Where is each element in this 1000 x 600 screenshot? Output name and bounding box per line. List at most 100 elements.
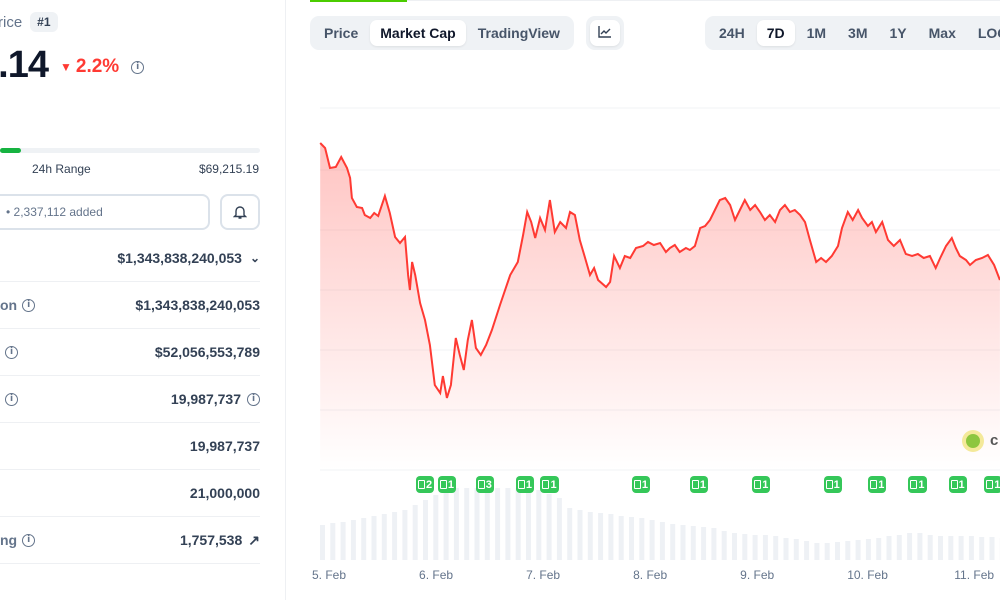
line-chart-button[interactable] <box>590 20 620 46</box>
news-icon <box>754 480 762 489</box>
24h-range-bar <box>0 148 260 153</box>
range-fill <box>0 148 21 153</box>
info-icon[interactable]: i <box>5 392 18 406</box>
news-count: 1 <box>918 478 925 491</box>
coingecko-logo-icon <box>962 430 984 452</box>
volume-bar <box>402 510 408 560</box>
volume-bar <box>577 510 583 560</box>
x-tick-label: 7. Feb <box>526 568 561 582</box>
stat-value: $1,343,838,240,053 <box>135 297 260 313</box>
info-icon[interactable]: i <box>5 345 18 359</box>
x-tick-label: 11. Feb <box>954 568 995 582</box>
info-icon[interactable]: i <box>22 533 36 547</box>
range-1y[interactable]: 1Y <box>889 25 907 41</box>
add-to-portfolio-button[interactable]: • 2,337,112 added <box>0 194 210 230</box>
stat-value: 19,987,737 <box>190 438 260 454</box>
price-alert-button[interactable] <box>220 194 260 230</box>
news-icon <box>691 480 699 489</box>
news-marker[interactable]: 1 <box>689 476 708 493</box>
news-icon <box>542 480 550 489</box>
portfolio-count: 2,337,112 added <box>13 205 103 219</box>
active-tab-indicator <box>310 0 407 2</box>
news-marker[interactable]: 1 <box>948 476 967 493</box>
market-cap-chart[interactable] <box>290 0 1000 600</box>
stat-row: 21,000,000 <box>0 470 260 517</box>
news-marker[interactable]: 1 <box>984 476 1000 493</box>
news-marker[interactable]: 1 <box>515 476 535 493</box>
volume-bar <box>453 488 459 560</box>
news-icon <box>418 480 426 489</box>
stat-label: i <box>0 345 18 359</box>
news-marker[interactable]: 1 <box>908 476 927 493</box>
news-icon <box>986 480 994 489</box>
stat-row: ng i 1,757,538 ↗ <box>0 517 260 564</box>
stat-label: i <box>0 392 18 406</box>
volume-bar <box>639 518 645 560</box>
volume-bar <box>958 536 964 560</box>
news-marker[interactable]: 1 <box>868 476 887 493</box>
news-count: 1 <box>699 478 706 491</box>
external-link-icon[interactable]: ↗ <box>248 531 260 548</box>
volume-bar <box>484 488 490 560</box>
volume-bar <box>711 528 717 560</box>
news-count: 1 <box>878 478 885 491</box>
news-icon <box>825 480 833 489</box>
news-icon <box>439 480 447 489</box>
news-count: 1 <box>994 478 1000 491</box>
info-icon[interactable]: i <box>131 60 145 74</box>
volume-bar <box>824 543 830 560</box>
news-count: 1 <box>958 478 965 491</box>
time-range-tabs: 24H 7D 1M 3M 1Y Max LOG <box>705 16 1000 50</box>
line-chart-icon <box>598 26 611 38</box>
volume-bar <box>907 533 913 560</box>
volume-bar <box>690 526 696 560</box>
range-max[interactable]: Max <box>928 25 956 41</box>
news-marker[interactable]: 1 <box>631 476 650 493</box>
volume-bar <box>989 537 995 560</box>
x-tick-label: 9. Feb <box>740 568 775 582</box>
stat-value-text: 19,987,737 <box>189 438 260 454</box>
stat-value-text: $1,343,838,240,053 <box>135 297 260 313</box>
volume-bar <box>536 490 542 560</box>
chart-type-tabs: Price Market Cap TradingView <box>310 16 574 50</box>
stat-value: 1,757,538 ↗ <box>180 532 260 549</box>
volume-bar <box>762 535 768 560</box>
range-log[interactable]: LOG <box>977 25 1000 41</box>
volume-bar <box>701 527 707 560</box>
tab-market-cap[interactable]: Market Cap <box>370 20 466 46</box>
stat-row: $1,343,838,240,053 ⌄ <box>0 235 260 282</box>
volume-bar <box>845 541 851 560</box>
volume-bar <box>896 535 902 560</box>
range-1m[interactable]: 1M <box>806 25 827 41</box>
info-icon[interactable]: i <box>247 392 260 406</box>
tab-tradingview[interactable]: TradingView <box>477 25 560 41</box>
volume-bar <box>526 488 531 560</box>
news-marker[interactable]: 1 <box>823 476 842 493</box>
news-count: 1 <box>641 478 648 491</box>
news-marker[interactable]: 2 <box>416 476 435 493</box>
news-count: 2 <box>426 478 433 491</box>
range-3m[interactable]: 3M <box>848 25 868 41</box>
tab-price[interactable]: Price <box>324 25 359 41</box>
news-icon <box>633 480 641 489</box>
volume-bar <box>938 536 943 560</box>
news-marker[interactable]: 3 <box>475 476 494 493</box>
volume-bar <box>495 488 501 560</box>
stat-value-text: 21,000,000 <box>189 485 260 501</box>
chevron-down-icon[interactable]: ⌄ <box>249 251 260 265</box>
volume-bar <box>793 539 799 560</box>
news-marker[interactable]: 1 <box>752 476 771 493</box>
volume-bar <box>948 536 954 560</box>
range-24h[interactable]: 24H <box>719 25 745 41</box>
volume-bar <box>927 535 933 560</box>
news-marker[interactable]: 1 <box>540 476 559 493</box>
volume-bar <box>804 541 810 560</box>
volume-bar <box>917 533 923 560</box>
news-marker[interactable]: 1 <box>437 476 456 493</box>
range-7d[interactable]: 7D <box>756 20 795 46</box>
volume-bar <box>968 536 974 560</box>
news-count: 1 <box>447 478 454 491</box>
info-icon[interactable]: i <box>22 298 36 312</box>
stat-value: $52,056,553,789 <box>155 344 260 360</box>
volume-bar <box>423 500 428 560</box>
